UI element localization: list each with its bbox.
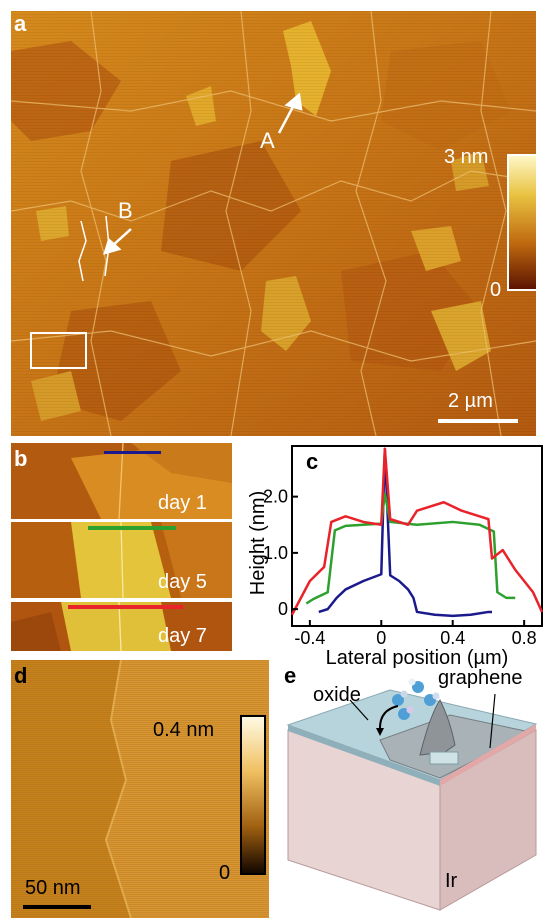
panel-letter-a: a bbox=[14, 11, 27, 36]
colorbar-a-max: 3 nm bbox=[444, 146, 489, 168]
chart-frame bbox=[291, 445, 543, 627]
colorbar-d-min: 0 bbox=[219, 862, 231, 884]
x-tick-label-2: 0.4 bbox=[440, 628, 465, 648]
label-a-arrow: A bbox=[260, 128, 275, 153]
afm-day-7 bbox=[11, 601, 232, 651]
series-line-0 bbox=[318, 447, 492, 618]
chart-xlabel: Lateral position (µm) bbox=[326, 647, 509, 668]
chart-series bbox=[290, 447, 544, 618]
label-b-arrow: B bbox=[118, 198, 133, 223]
panel-letter-e: e bbox=[284, 663, 297, 688]
series-line-2 bbox=[290, 447, 544, 616]
panel-letter-b: b bbox=[14, 446, 28, 471]
x-tick-label-0: -0.4 bbox=[294, 628, 325, 648]
graphene-wrinkle bbox=[419, 699, 456, 756]
panel-a-image bbox=[11, 11, 536, 436]
afm-topography-a bbox=[11, 11, 536, 436]
scalebar-a-label: 2 µm bbox=[448, 390, 493, 412]
colorbar-a bbox=[507, 154, 536, 291]
scalebar-a bbox=[438, 419, 518, 423]
label-ir: Ir bbox=[445, 870, 458, 892]
afm-day-5 bbox=[11, 521, 232, 599]
label-day-1: day 1 bbox=[158, 492, 207, 514]
y-tick-label-0: 0 bbox=[278, 599, 288, 619]
y-tick-label-1: 1.0 bbox=[263, 543, 288, 563]
colorbar-d bbox=[240, 715, 266, 875]
chart-ylabel: Height (nm) bbox=[247, 491, 269, 595]
panel-b-images bbox=[11, 443, 232, 651]
colorbar-d-max: 0.4 nm bbox=[153, 719, 215, 741]
label-day-5: day 5 bbox=[158, 571, 207, 593]
scalebar-d bbox=[23, 905, 91, 909]
x-tick-label-3: 0.8 bbox=[512, 628, 537, 648]
afm-day-1 bbox=[11, 443, 232, 520]
schematic-e bbox=[286, 678, 538, 911]
scalebar-d-label: 50 nm bbox=[25, 877, 81, 899]
y-tick-label-2: 2.0 bbox=[263, 487, 288, 507]
panel-d-image bbox=[11, 660, 269, 918]
label-oxide: oxide bbox=[313, 684, 361, 706]
height-profile-chart: -0.4 0 0.4 0.8 0 1.0 2.0 Height (nm) Lateral p… bbox=[247, 445, 544, 668]
panel-letter-d: d bbox=[14, 663, 28, 688]
series-line-1 bbox=[305, 492, 516, 605]
panel-letter-c: c bbox=[306, 449, 319, 474]
label-graphene: graphene bbox=[438, 667, 523, 689]
x-tick-label-1: 0 bbox=[376, 628, 386, 648]
molecules bbox=[392, 678, 440, 720]
chart-ticks: -0.4 0 0.4 0.8 0 1.0 2.0 bbox=[263, 487, 537, 648]
label-day-7: day 7 bbox=[158, 625, 207, 647]
colorbar-a-min: 0 bbox=[490, 279, 502, 301]
